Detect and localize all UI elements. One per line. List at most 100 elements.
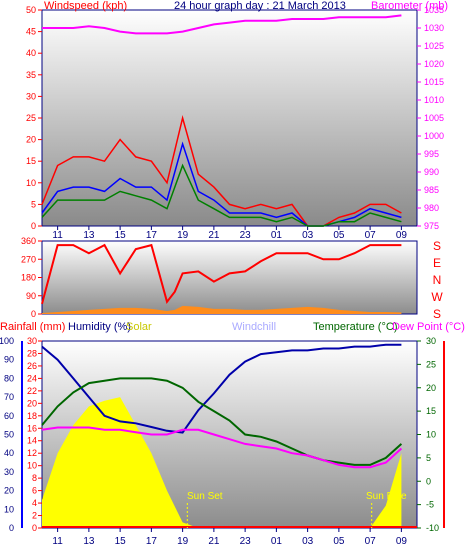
windspeed-tick-label: 5 (31, 199, 36, 209)
rainfall-tick-label: 22 (27, 386, 37, 396)
hour-tick-label: 21 (208, 536, 220, 547)
direction-tick-label: 180 (21, 273, 36, 283)
barometer-tick-label: 1005 (424, 113, 444, 123)
hour-tick-label: 11 (52, 230, 63, 241)
temperature-tick-label: -5 (426, 500, 434, 510)
wind-direction-series (41, 243, 402, 314)
compass-letter: E (433, 256, 441, 270)
hour-tick-label: 15 (115, 230, 127, 241)
rainfall-tick-label: 4 (32, 498, 37, 508)
hour-tick-label: 07 (365, 230, 377, 241)
dewpoint-axis-label: Dew Point (°C) (392, 321, 465, 333)
temp-humidity-series (41, 343, 417, 528)
windspeed-tick-label: 20 (26, 135, 36, 145)
humidity-tick-label: 100 (0, 336, 14, 346)
rainfall-tick-label: 8 (32, 473, 37, 483)
humidity-tick-label: 90 (4, 355, 14, 365)
wind-baro-series (41, 14, 402, 227)
temperature-ticks: -10 -5 0 5 10 15 20 25 30 (417, 336, 445, 533)
windspeed-tick-label: 40 (26, 48, 36, 58)
temperature-tick-label: 10 (426, 430, 436, 440)
hour-tick-label: 07 (365, 536, 377, 547)
windspeed-tick-label: 50 (26, 5, 36, 15)
windspeed-tick-label: 35 (26, 70, 36, 80)
rainfall-tick-label: 18 (27, 411, 37, 421)
barometer-tick-label: 995 (424, 149, 439, 159)
temperature-tick-label: 5 (426, 453, 431, 463)
temperature-axis-label: Temperature (°C) (313, 321, 397, 333)
hour-tick-label: 15 (115, 536, 127, 547)
rainfall-tick-label: 28 (27, 348, 37, 358)
temperature-tick-label: 0 (426, 476, 431, 486)
wind-baro-panel: Windspeed (kph) 24 hour graph day : 21 M… (26, 0, 448, 241)
direction-tick-label: 360 (21, 236, 36, 246)
barometer-tick-label: 990 (424, 167, 439, 177)
direction-tick-label: 270 (21, 254, 36, 264)
direction-tick-label: 90 (26, 291, 36, 301)
hour-tick-label: 23 (240, 536, 252, 547)
rainfall-tick-label: 30 (27, 336, 37, 346)
barometer-tick-label: 975 (424, 221, 439, 231)
wind-speed-area (42, 305, 402, 314)
humidity-tick-label: 50 (4, 430, 14, 440)
panel1-hour-ticks: 11 13 15 17 19 21 23 01 03 05 07 09 (52, 226, 407, 241)
compass-letter: S (433, 239, 441, 253)
humidity-tick-label: 20 (4, 486, 14, 496)
sunrise-label: Sun Rise (366, 491, 407, 502)
rainfall-tick-label: 26 (27, 361, 37, 371)
windspeed-tick-label: 30 (26, 91, 36, 101)
hour-tick-label: 05 (333, 230, 345, 241)
rainfall-tick-label: 10 (27, 461, 37, 471)
hour-tick-label: 23 (240, 230, 252, 241)
wind-direction-line (41, 243, 402, 305)
barometer-line (42, 14, 402, 35)
panel3-hour-ticks: 11 13 15 17 19 21 23 01 03 05 07 09 (52, 528, 407, 547)
humidity-ticks: 0 10 20 30 40 50 60 70 80 90 100 (0, 336, 23, 533)
compass-letter: W (431, 290, 443, 304)
temperature-tick-label: 15 (426, 406, 436, 416)
hour-tick-label: 13 (83, 230, 95, 241)
hour-tick-label: 17 (146, 536, 158, 547)
hour-tick-label: 09 (396, 230, 408, 241)
windspeed-tick-label: 10 (26, 178, 36, 188)
rainfall-axis-label: Rainfall (mm) (0, 321, 65, 333)
rainfall-tick-label: 14 (27, 436, 37, 446)
temp-humidity-panel: Rainfall (mm) Humidity (%) Solar Windchi… (0, 321, 465, 547)
humidity-tick-label: 0 (9, 523, 14, 533)
hour-tick-label: 03 (302, 230, 314, 241)
humidity-axis-label: Humidity (%) (68, 321, 131, 333)
rainfall-tick-label: 16 (27, 423, 37, 433)
hour-tick-label: 17 (146, 230, 158, 241)
barometer-tick-label: 1000 (424, 131, 444, 141)
humidity-tick-label: 30 (4, 467, 14, 477)
rainfall-tick-label: 24 (27, 373, 37, 383)
barometer-axis-label: Barometer (mb) (371, 0, 448, 12)
humidity-tick-label: 40 (4, 448, 14, 458)
compass-letter: S (433, 307, 441, 321)
wind-direction-plot-area (41, 240, 418, 315)
barometer-tick-label: 980 (424, 203, 439, 213)
barometer-tick-label: 985 (424, 185, 439, 195)
humidity-tick-label: 10 (4, 504, 14, 514)
direction-tick-label: 0 (31, 309, 36, 319)
windspeed-axis-label: Windspeed (kph) (44, 0, 127, 12)
temperature-tick-label: -10 (426, 523, 439, 533)
direction-ticks: 0 90 180 270 360 (21, 236, 42, 319)
barometer-tick-label: 1030 (424, 23, 444, 33)
hour-tick-label: 01 (271, 230, 283, 241)
hour-tick-label: 11 (52, 536, 63, 547)
temperature-tick-label: 20 (426, 383, 436, 393)
humidity-tick-label: 60 (4, 411, 14, 421)
hour-tick-label: 21 (208, 230, 220, 241)
barometer-tick-label: 1015 (424, 77, 444, 87)
wind-baro-plot-area (41, 9, 418, 227)
barometer-tick-label: 1035 (424, 5, 444, 15)
rainfall-tick-label: 2 (32, 511, 37, 521)
compass-letter: N (433, 273, 442, 287)
dewpoint-line (41, 426, 403, 469)
barometer-tick-label: 1020 (424, 59, 444, 69)
hour-tick-label: 05 (333, 536, 345, 547)
